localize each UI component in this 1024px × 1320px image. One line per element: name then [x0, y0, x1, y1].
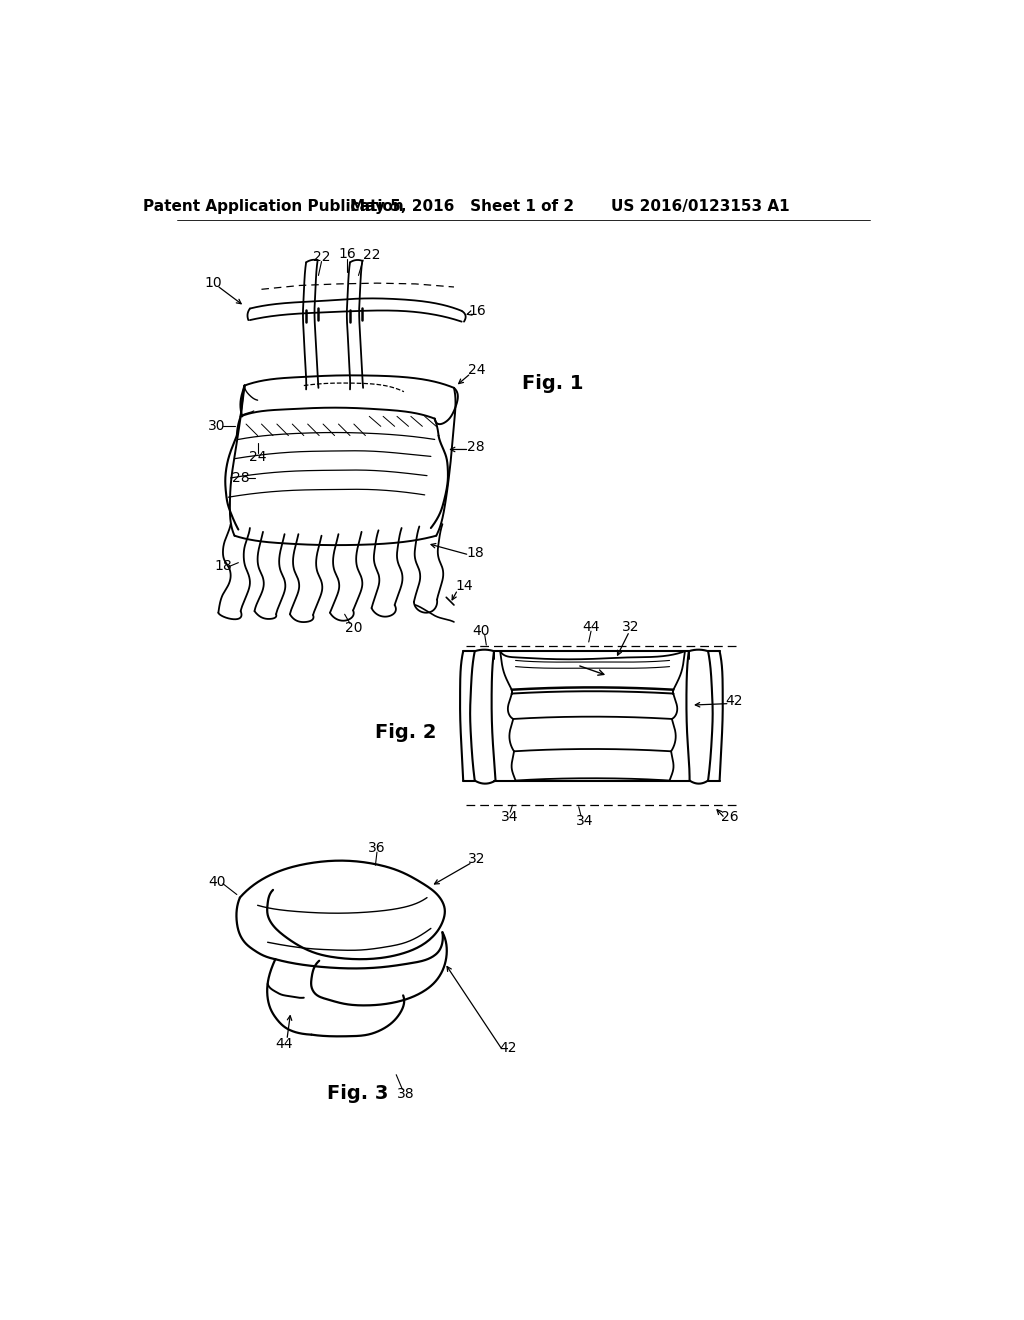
Text: 40: 40: [208, 875, 225, 890]
Text: 10: 10: [204, 276, 222, 290]
Text: Fig. 3: Fig. 3: [327, 1085, 388, 1104]
Text: 16: 16: [468, 304, 486, 318]
Text: 40: 40: [472, 624, 489, 638]
Text: 44: 44: [583, 619, 600, 634]
Text: 30: 30: [208, 420, 225, 433]
Text: Fig. 2: Fig. 2: [376, 722, 437, 742]
Text: 24: 24: [249, 450, 266, 465]
Text: 42: 42: [725, 694, 743, 709]
Text: 28: 28: [231, 471, 250, 484]
Text: 22: 22: [362, 248, 380, 263]
Text: 44: 44: [275, 1038, 293, 1051]
Text: 32: 32: [468, 853, 485, 866]
Text: 20: 20: [345, 622, 362, 635]
Text: 22: 22: [312, 249, 331, 264]
Text: 38: 38: [396, 1086, 415, 1101]
Text: 14: 14: [455, 578, 473, 593]
Text: 34: 34: [502, 809, 519, 824]
Text: Fig. 1: Fig. 1: [522, 374, 584, 393]
Text: US 2016/0123153 A1: US 2016/0123153 A1: [611, 199, 790, 214]
Text: 24: 24: [468, 363, 485, 378]
Text: May 5, 2016   Sheet 1 of 2: May 5, 2016 Sheet 1 of 2: [349, 199, 573, 214]
Text: 18: 18: [467, 545, 484, 560]
Text: Patent Application Publication: Patent Application Publication: [142, 199, 403, 214]
Text: 34: 34: [577, 813, 594, 828]
Text: 26: 26: [721, 809, 738, 824]
Text: 42: 42: [499, 1040, 517, 1055]
Text: 16: 16: [338, 247, 355, 261]
Text: 36: 36: [369, 841, 386, 854]
Text: 32: 32: [623, 619, 640, 634]
Text: 28: 28: [467, 440, 484, 454]
Text: 18: 18: [214, 560, 231, 573]
